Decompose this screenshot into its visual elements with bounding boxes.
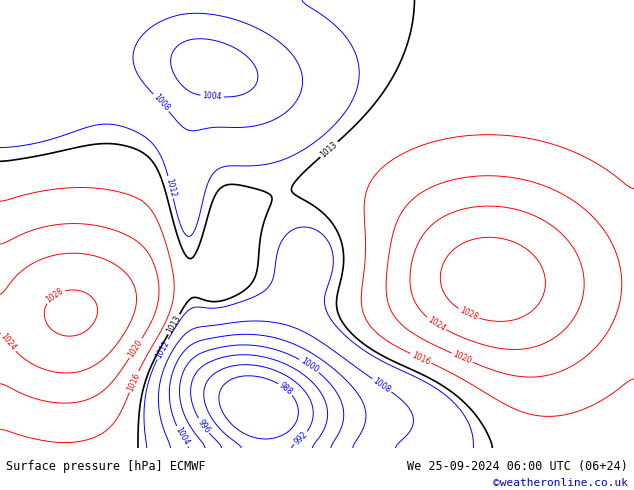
Text: 1016: 1016 xyxy=(410,350,432,367)
Text: 1024: 1024 xyxy=(0,332,18,353)
Text: 1028: 1028 xyxy=(44,286,65,304)
Text: 1024: 1024 xyxy=(426,315,447,333)
Text: 1012: 1012 xyxy=(154,339,171,360)
Text: 1013: 1013 xyxy=(165,314,183,335)
Text: ©weatheronline.co.uk: ©weatheronline.co.uk xyxy=(493,478,628,488)
Text: 1028: 1028 xyxy=(458,306,479,322)
Text: 988: 988 xyxy=(277,381,294,397)
Text: 1000: 1000 xyxy=(299,356,320,375)
Text: 1004: 1004 xyxy=(174,426,191,447)
Text: 1008: 1008 xyxy=(152,93,171,113)
Text: 1020: 1020 xyxy=(127,338,145,359)
Text: Surface pressure [hPa] ECMWF: Surface pressure [hPa] ECMWF xyxy=(6,460,206,473)
Text: 1004: 1004 xyxy=(202,91,222,101)
Text: 1013: 1013 xyxy=(319,140,339,159)
Text: We 25-09-2024 06:00 UTC (06+24): We 25-09-2024 06:00 UTC (06+24) xyxy=(407,460,628,473)
Text: 1020: 1020 xyxy=(451,350,473,366)
Text: 996: 996 xyxy=(196,417,212,435)
Text: 992: 992 xyxy=(293,430,309,446)
Text: 1016: 1016 xyxy=(126,371,142,392)
Text: 1008: 1008 xyxy=(372,376,392,394)
Text: 1012: 1012 xyxy=(164,177,178,197)
